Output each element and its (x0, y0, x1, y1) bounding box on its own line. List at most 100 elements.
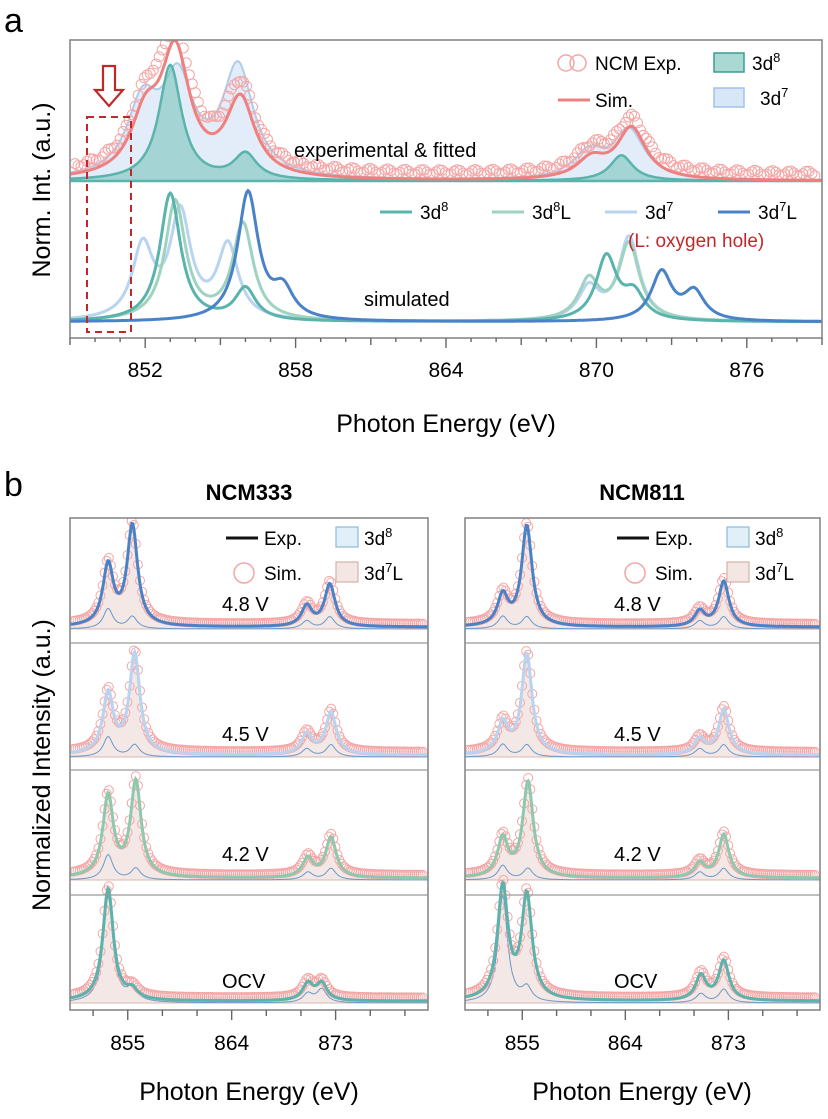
legend-ncm-exp: NCM Exp. (595, 54, 682, 75)
exp-data-point (490, 165, 502, 177)
exp-data-point (586, 137, 598, 149)
ncm811-label-4-2v: 4.2 V (614, 844, 661, 866)
exp-data-point (421, 166, 433, 178)
panel-b-x-tick-label: 873 (711, 1032, 746, 1055)
legend-d7-swatch (713, 87, 745, 108)
ncm333-legend-sim: Sim. (264, 564, 302, 585)
panel-a-x-tick-label: 852 (128, 359, 163, 382)
ncm333-frame (69, 517, 429, 1011)
exp-data-point (577, 142, 589, 153)
panel-a-legend-bottom: 3d8 3d8L 3d7 3d7L (L: oxygen hole) (380, 199, 797, 252)
exp-data-point (147, 64, 159, 76)
panel-a-x-tick-label: 864 (428, 359, 463, 382)
exp-line-2 (465, 778, 820, 880)
exp-data-point (632, 117, 643, 129)
exp-data-point (70, 158, 81, 170)
panel-b-x-axes: 855 864 873 855 864 873 (70, 642, 820, 1055)
exp-data-point (481, 167, 493, 179)
exp-data-point (169, 18, 179, 28)
exp-data-point (213, 110, 225, 122)
panel-a-x-axis: 852 858 864 870 876 (69, 338, 823, 382)
panel-a-letter: a (4, 2, 23, 40)
exp-data-point (719, 166, 731, 178)
exp-data-point (647, 141, 658, 153)
ncm811-title: NCM811 (599, 480, 685, 505)
exp-line-2 (70, 775, 428, 880)
component-3d8 (70, 607, 428, 630)
exp-line-0 (465, 523, 820, 629)
exp-data-point (680, 159, 692, 171)
exp-line-0 (70, 521, 428, 629)
ncm811-legend-d7L: 3d7L (755, 560, 794, 585)
exp-data-point (644, 136, 655, 148)
ncm811-legend-sim-marker (624, 562, 646, 584)
exp-data-point (710, 165, 722, 177)
exp-data-point (216, 107, 228, 119)
ncm333-title: NCM333 (206, 480, 293, 505)
ncm333-legend-d7L: 3d7L (364, 560, 403, 585)
exp-data-point (770, 166, 782, 178)
ncm333-legend-d8: 3d8 (364, 525, 392, 550)
panel-b-ylabel: Normalized Intensity (a.u.) (28, 619, 56, 911)
ncm333-legend-d7L-swatch (335, 561, 359, 583)
exp-data-point (526, 164, 538, 176)
exp-data-point (292, 155, 304, 167)
exp-data-point (144, 68, 156, 79)
exp-data-point (662, 153, 674, 165)
exp-data-point (535, 162, 547, 174)
ncm811-legend-sim: Sim. (655, 564, 693, 585)
ncm333-xlabel: Photon Energy (eV) (139, 1078, 359, 1106)
panel-b-letter: b (4, 466, 23, 504)
exp-data-point (430, 166, 442, 178)
exp-data-point (556, 155, 568, 167)
exp-data-point (153, 51, 165, 63)
annotation-simulated: simulated (364, 289, 450, 311)
exp-data-point (668, 160, 680, 172)
ncm811-legend-d8: 3d8 (755, 525, 783, 550)
highlight-box (86, 116, 132, 333)
exp-data-point (138, 72, 150, 84)
exp-data-point (180, 57, 192, 69)
exp-line-3 (70, 885, 428, 1003)
panel-b-x-tick-label: 864 (608, 1032, 643, 1055)
exp-data-point (403, 165, 415, 177)
panel-b-x-tick-label: 855 (110, 1032, 145, 1055)
exp-data-point (517, 165, 529, 177)
exp-data-point (505, 163, 517, 175)
exp-data-point (99, 146, 111, 158)
legend-exp-marker-2 (569, 54, 587, 72)
ncm333-legend-d8-swatch (335, 526, 359, 548)
exp-data-point (210, 111, 222, 122)
panel-a-plot-area (70, 18, 822, 324)
exp-data-point (415, 164, 427, 176)
exp-data-point (150, 58, 162, 70)
exp-data-point (728, 166, 740, 178)
exp-data-point (701, 164, 713, 176)
panel-b-x-tick-label: 864 (214, 1032, 249, 1055)
panel-a-legend-top: NCM Exp. 3d8 Sim. 3d7 (557, 50, 788, 112)
exp-data-point (499, 166, 511, 178)
exp-data-point (541, 160, 553, 172)
exp-data-point (394, 166, 406, 178)
exp-data-point (334, 163, 346, 175)
panel-a-xlabel: Photon Energy (eV) (336, 410, 556, 438)
panel-a-x-tick-label: 876 (729, 359, 764, 382)
ncm811-label-4-8v: 4.8 V (614, 594, 661, 616)
annotation-experimental-fitted: experimental & fitted (294, 140, 476, 162)
ncm811-xlabel: Photon Energy (eV) (532, 1078, 752, 1106)
exp-data-point (135, 78, 147, 90)
panel-a-ylabel: Norm. Int. (a.u.) (28, 102, 56, 277)
exp-data-point (244, 89, 255, 101)
component-3d8 (465, 894, 820, 1004)
exp-data-point (78, 159, 90, 171)
exp-data-point (788, 167, 800, 179)
exp-data-point (114, 133, 126, 145)
exp-data-point (806, 168, 818, 180)
exp-data-point (508, 165, 520, 177)
sim-line-top (70, 40, 822, 182)
exp-data-point (164, 40, 173, 42)
ncm333-label-ocv: OCV (222, 971, 266, 993)
exp-data-point (448, 165, 460, 177)
exp-data-point (325, 162, 337, 174)
legend-d8-label: 3d8 (752, 50, 780, 75)
